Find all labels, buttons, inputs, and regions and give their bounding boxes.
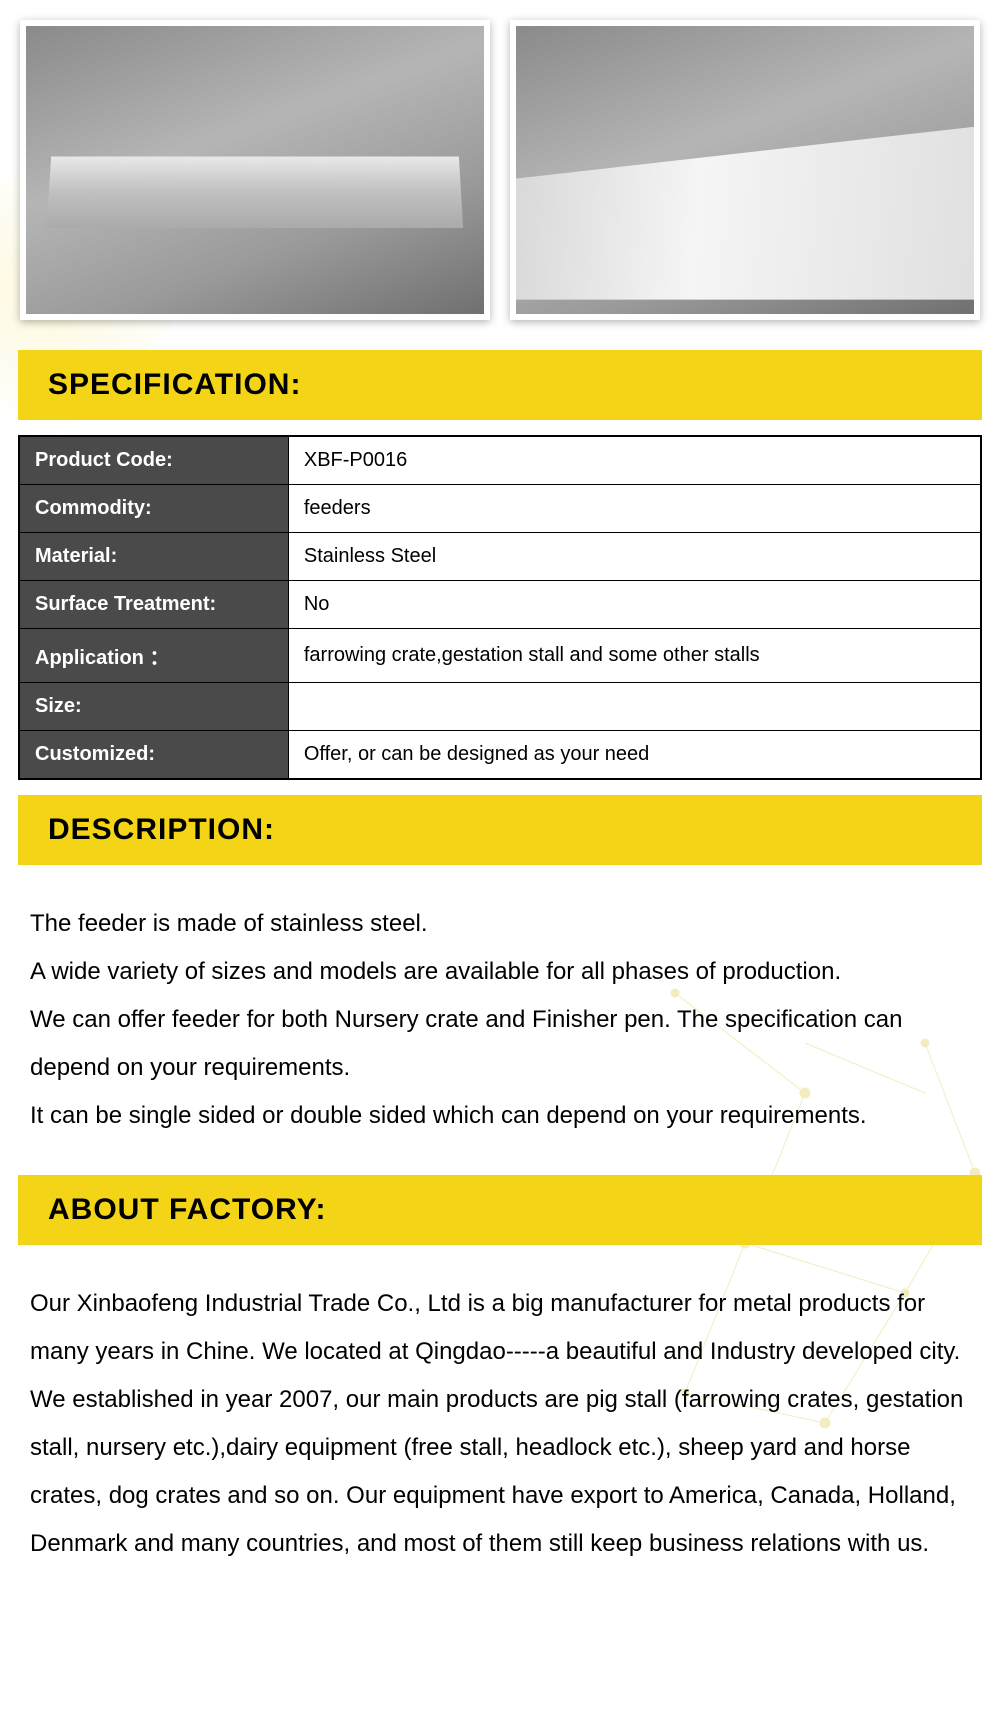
text-line: Our Xinbaofeng Industrial Trade Co., Ltd… [30,1280,970,1376]
spec-label: Product Code: [19,436,288,485]
spec-value: feeders [288,485,981,533]
specification-title: SPECIFICATION: [48,368,952,402]
specification-table: Product Code:XBF-P0016Commodity:feedersM… [18,435,982,780]
about-factory-header: ABOUT FACTORY: [18,1175,982,1245]
text-line: A wide variety of sizes and models are a… [30,948,970,996]
product-image-1 [20,20,490,320]
spec-label: Size: [19,683,288,731]
spec-value: No [288,581,981,629]
spec-label: Surface Treatment: [19,581,288,629]
spec-value: Stainless Steel [288,533,981,581]
specification-header: SPECIFICATION: [18,350,982,420]
text-line: The feeder is made of stainless steel. [30,900,970,948]
product-images-row [0,0,1000,340]
about-factory-title: ABOUT FACTORY: [48,1193,952,1227]
table-row: Product Code:XBF-P0016 [19,436,981,485]
table-row: Material:Stainless Steel [19,533,981,581]
description-header: DESCRIPTION: [18,795,982,865]
text-line: We established in year 2007, our main pr… [30,1376,970,1568]
text-line: We can offer feeder for both Nursery cra… [30,996,970,1092]
spec-value [288,683,981,731]
table-row: Size: [19,683,981,731]
description-body: The feeder is made of stainless steel.A … [0,875,1000,1165]
spec-value: farrowing crate,gestation stall and some… [288,629,981,683]
table-row: Customized:Offer, or can be designed as … [19,731,981,780]
spec-value: Offer, or can be designed as your need [288,731,981,780]
about-factory-body: Our Xinbaofeng Industrial Trade Co., Ltd… [0,1255,1000,1593]
spec-label: Material: [19,533,288,581]
table-row: Surface Treatment:No [19,581,981,629]
spec-label: Application ： [19,629,288,683]
table-row: Application ：farrowing crate,gestation s… [19,629,981,683]
table-row: Commodity:feeders [19,485,981,533]
spec-label: Commodity: [19,485,288,533]
description-title: DESCRIPTION: [48,813,952,847]
text-line: It can be single sided or double sided w… [30,1092,970,1140]
spec-label: Customized: [19,731,288,780]
product-image-2 [510,20,980,320]
spec-value: XBF-P0016 [288,436,981,485]
